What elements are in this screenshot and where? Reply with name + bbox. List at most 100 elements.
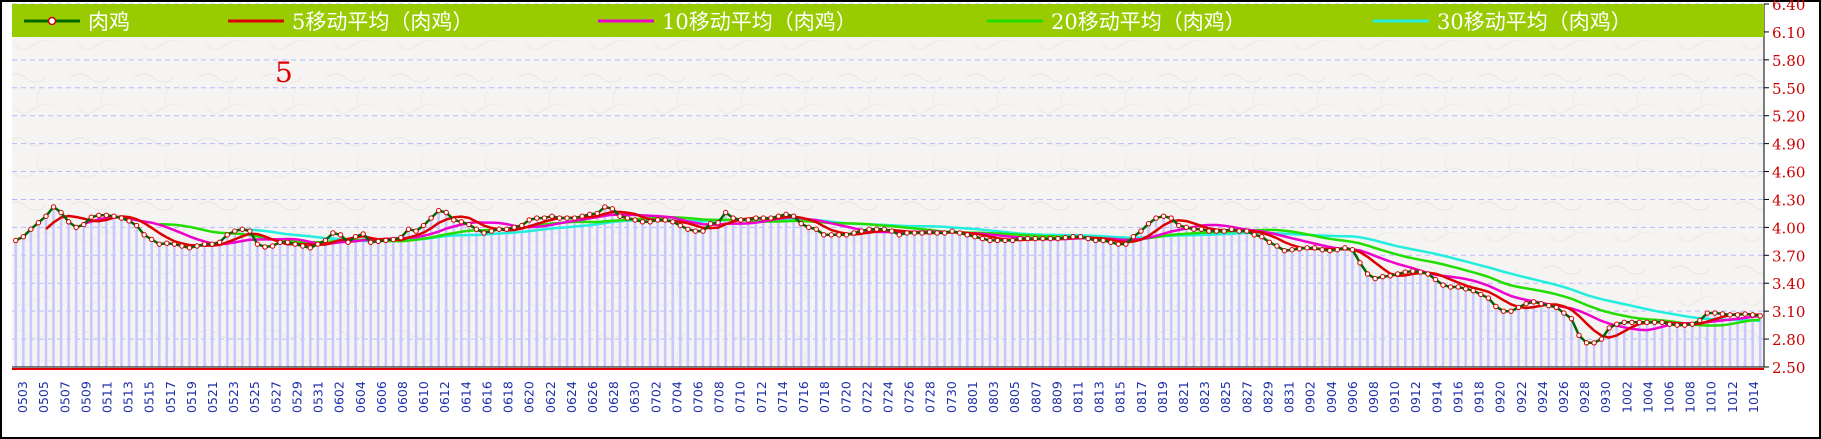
x-tick-label-27: 0626	[585, 381, 600, 413]
point-188	[1432, 276, 1439, 283]
point-28	[224, 232, 230, 238]
x-tick-label-28: 0628	[606, 381, 621, 413]
point-68	[526, 217, 532, 223]
point-227	[1727, 312, 1733, 318]
point-26	[209, 241, 215, 247]
x-tick-label-39: 0720	[838, 381, 853, 413]
point-187	[1425, 271, 1431, 277]
point-181	[1379, 274, 1386, 280]
x-tick-label-32: 0706	[691, 381, 706, 413]
point-60	[466, 221, 472, 228]
legend-label-3: 20移动平均（肉鸡）	[1051, 10, 1246, 34]
point-115	[881, 226, 887, 232]
point-130	[994, 237, 1001, 244]
x-tick-label-60: 0831	[1282, 381, 1297, 413]
point-112	[858, 228, 865, 234]
x-tick-label-24: 0620	[522, 381, 537, 413]
x-tick-label-63: 0906	[1345, 381, 1360, 413]
point-65	[503, 226, 510, 232]
x-tick-label-64: 0908	[1366, 381, 1381, 413]
point-208	[1583, 340, 1590, 346]
point-93	[715, 220, 721, 226]
point-15	[126, 218, 132, 224]
x-tick-label-19: 0610	[416, 381, 431, 413]
point-152	[1160, 213, 1167, 219]
point-133	[1017, 235, 1023, 242]
x-tick-label-2: 0507	[57, 381, 72, 413]
point-215	[1636, 319, 1643, 326]
x-tick-label-67: 0914	[1429, 381, 1444, 413]
y-tick-label-1: 2.80	[1772, 331, 1805, 349]
y-tick-label-0: 2.50	[1772, 359, 1805, 377]
x-tick-labels: 0503 0505 0507 0509 0511 0513 0515 0517 0519 0521…	[15, 381, 1761, 413]
point-199	[1515, 304, 1522, 311]
point-85	[654, 217, 661, 223]
y-tick-label-7: 4.60	[1772, 164, 1805, 182]
point-114	[873, 226, 880, 232]
point-178	[1357, 260, 1363, 266]
x-tick-label-58: 0827	[1239, 381, 1254, 413]
point-52	[405, 226, 412, 232]
point-194	[1478, 291, 1484, 298]
point-8	[73, 224, 79, 231]
point-79	[609, 206, 616, 212]
point-58	[451, 217, 457, 223]
point-172	[1311, 245, 1318, 251]
point-19	[156, 241, 162, 247]
point-51	[398, 234, 404, 241]
point-18	[149, 236, 155, 243]
point-192	[1463, 286, 1469, 292]
legend-background	[12, 4, 1764, 37]
point-48	[375, 238, 381, 245]
point-9	[81, 221, 87, 228]
legend-label-0: 肉鸡	[88, 10, 130, 34]
point-159	[1213, 228, 1220, 234]
point-153	[1168, 215, 1174, 221]
x-tick-label-56: 0823	[1197, 381, 1212, 413]
x-tick-label-53: 0817	[1134, 381, 1149, 413]
point-113	[866, 226, 872, 232]
y-tick-label-12: 6.10	[1772, 24, 1805, 42]
point-88	[677, 222, 684, 229]
point-59	[458, 219, 465, 225]
point-30	[239, 226, 246, 232]
point-55	[428, 215, 434, 221]
x-tick-label-22: 0616	[479, 381, 494, 413]
point-47	[368, 239, 374, 245]
point-139	[1062, 234, 1069, 241]
point-43	[337, 232, 344, 238]
point-148	[1130, 233, 1137, 240]
point-225	[1712, 310, 1718, 316]
x-tick-label-11: 0525	[247, 381, 262, 413]
x-tick-label-9: 0521	[205, 381, 220, 413]
point-179	[1364, 271, 1371, 277]
point-63	[488, 228, 495, 234]
point-128	[979, 235, 986, 242]
x-tick-label-10: 0523	[226, 381, 241, 413]
point-32	[254, 241, 261, 247]
y-tick-labels: 2.50 2.80 3.10 3.40 3.70 4.00 4.30 4.60 4.90 5.20…	[1764, 0, 1805, 377]
point-96	[738, 217, 744, 223]
point-21	[171, 241, 178, 247]
point-98	[753, 215, 759, 221]
point-175	[1334, 247, 1341, 253]
x-tick-label-14: 0531	[311, 381, 326, 413]
point-167	[1274, 243, 1280, 249]
point-162	[1236, 228, 1242, 234]
point-216	[1644, 319, 1650, 326]
point-171	[1304, 245, 1310, 251]
series-line-price	[15, 205, 1761, 345]
x-tick-label-45: 0801	[965, 381, 980, 413]
y-tick-label-6: 4.30	[1772, 191, 1805, 209]
point-24	[194, 243, 200, 249]
point-16	[133, 222, 140, 229]
point-22	[179, 243, 185, 249]
point-118	[904, 230, 910, 236]
point-56	[435, 207, 442, 214]
point-124	[949, 228, 955, 234]
point-154	[1176, 222, 1182, 229]
y-tick-label-5: 4.00	[1772, 219, 1805, 237]
point-29	[232, 228, 238, 234]
point-39	[307, 245, 313, 251]
